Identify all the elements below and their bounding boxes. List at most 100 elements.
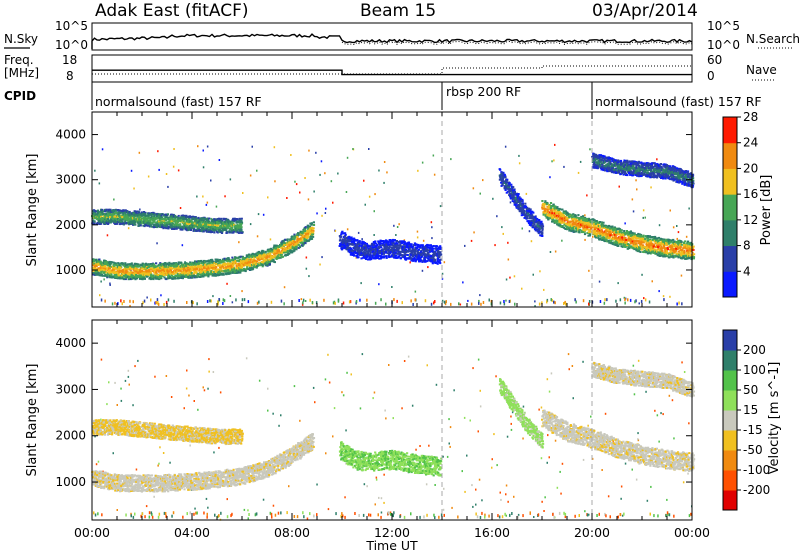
echo-cell [103,269,105,271]
noise-speck [296,183,298,185]
ground-speck [606,298,608,301]
noise-speck [384,161,386,163]
echo-cell [311,231,313,233]
noise-speck [554,144,556,146]
noise-speck [551,160,553,162]
noise-speck [676,225,678,227]
noise-speck [378,170,380,172]
echo-cell [213,265,215,267]
noise-speck [409,261,411,263]
echo-cell [207,275,209,277]
echo-cell [100,272,102,274]
ground-speck [500,302,502,305]
noise-speck [250,175,252,177]
ground-speck [312,301,314,304]
noise-speck [529,230,531,232]
noise-speck [521,288,523,290]
beam-title: Beam 15 [360,1,436,21]
noise-speck [431,237,433,239]
noise-speck [673,226,675,228]
noise-speck [100,281,102,283]
echo-cell [218,274,220,276]
echo-cell [204,271,206,273]
ground-speck [583,299,585,302]
echo-cell [306,237,308,239]
noise-speck [592,236,594,238]
noise-speck [270,238,272,240]
noise-speck [373,234,375,236]
echo-cell [305,226,307,228]
noise-speck [395,234,397,236]
ground-speck [157,298,159,301]
noise-speck [543,289,545,291]
echo-cell [114,262,116,264]
ground-speck [563,302,565,305]
noise-speck [238,241,240,243]
cpid-segment-2: rbsp 200 RF [446,84,521,99]
noise-speck [109,283,111,285]
power-plot: 1000200030004000 [55,112,695,307]
ground-speck [366,299,368,302]
echo-cell [191,272,193,274]
noise-speck [636,188,638,190]
noise-speck [139,209,141,211]
freq-panel-frame [92,55,692,82]
ground-speck [133,300,135,303]
noise-speck [423,240,425,242]
echo-cell [144,277,146,279]
echo-cell [94,221,96,223]
noise-speck [301,298,303,300]
noise-speck [230,178,232,180]
echo-cell [269,253,271,255]
ground-speck [123,300,125,303]
noise-speck [252,146,254,148]
noise-speck [103,278,105,280]
noise-speck [415,291,417,293]
noise-speck [619,186,621,188]
noise-speck [434,174,436,176]
echo-cell [145,264,147,266]
echo-cell [173,266,175,268]
freq-label-line2: [MHz] [4,66,39,80]
noise-speck [479,294,481,296]
noise-speck [258,213,260,215]
ground-speck [129,300,131,303]
noise-speck [321,256,323,258]
noise-speck [160,294,162,296]
echo-cell [253,253,255,255]
echo-cell [140,265,142,267]
noise-speck [686,236,688,238]
noise-speck [250,223,252,225]
echo-cell [108,267,110,269]
echo-cell [240,267,242,269]
noise-speck [347,228,349,230]
echo-cell [301,239,303,241]
ground-speck [444,301,446,304]
echo-cell [171,271,173,273]
noise-speck [374,210,376,212]
noise-speck [632,198,634,200]
echo-cell [106,275,108,277]
noise-speck [299,192,301,194]
echo-cell [252,268,254,270]
echo-cell [295,247,297,249]
noise-speck [431,221,433,223]
noise-speck [659,224,661,226]
noise-sky-line [92,34,692,49]
noise-speck [514,275,516,277]
noise-speck [391,286,393,288]
ground-speck [101,299,103,302]
echo-cell [152,269,154,271]
ground-speck [223,298,225,301]
echo-cell [283,242,285,244]
noise-speck [230,295,232,297]
noise-speck [331,180,333,182]
noise-speck [652,280,654,282]
noise-speck [533,274,535,276]
ground-speck [157,302,159,305]
noise-speck [321,160,323,162]
noise-speck [427,266,429,268]
ground-speck [676,303,678,306]
noise-speck [467,300,469,302]
noise-speck [586,194,588,196]
